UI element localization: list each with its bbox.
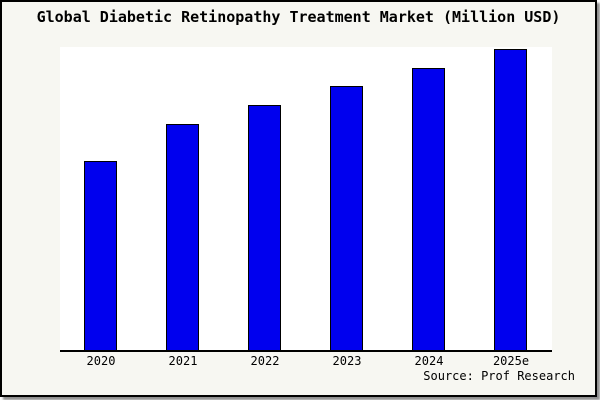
source-note: Source: Prof Research: [423, 369, 575, 383]
x-axis: 2020 2021 2022 2023 2024 2025e: [60, 354, 552, 370]
x-tick-label-2024: 2024: [414, 354, 444, 368]
x-tick-label-2020: 2020: [86, 354, 116, 368]
chart-title: Global Diabetic Retinopathy Treatment Ma…: [36, 8, 561, 26]
bar-2020: [84, 161, 117, 350]
plot-area: [60, 47, 552, 352]
x-tick-label-2021: 2021: [168, 354, 198, 368]
x-tick-label-2023: 2023: [332, 354, 362, 368]
bar-2024: [412, 68, 445, 350]
bar-2023: [330, 86, 363, 350]
x-tick-label-2025e: 2025e: [492, 354, 530, 368]
bar-2021: [166, 123, 199, 350]
bar-2025e: [494, 49, 527, 350]
x-tick-label-2022: 2022: [250, 354, 280, 368]
bar-2022: [248, 105, 281, 350]
